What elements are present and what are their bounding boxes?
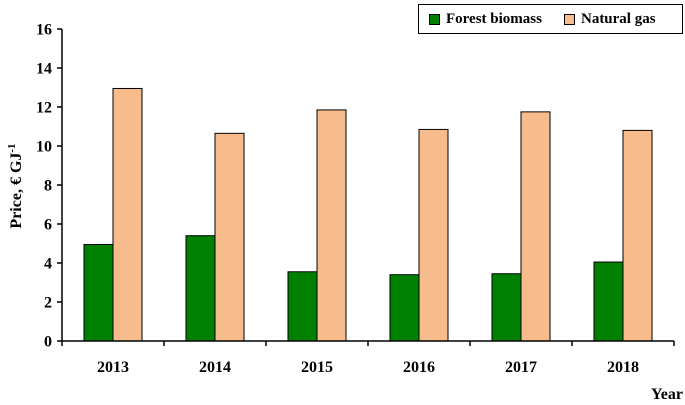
legend-item-natural-gas: Natural gas: [563, 10, 656, 28]
legend-label-natural-gas: Natural gas: [580, 10, 656, 27]
y-axis-title: Price, € GJ-1: [6, 143, 25, 228]
bar-natural-gas-2014: [214, 132, 245, 342]
y-tick-label: 8: [44, 178, 52, 195]
bar-forest-biomass-2017: [491, 273, 522, 342]
x-tick-label: 2014: [199, 359, 231, 376]
y-ticks-group: 0 2 4 6 8 10 12 14 16: [36, 22, 62, 351]
bar-forest-biomass-2018: [593, 261, 624, 342]
x-axis-title: Year: [651, 386, 683, 403]
bar-natural-gas-2016: [418, 128, 449, 342]
x-tick-label: 2015: [301, 359, 333, 376]
bar-forest-biomass-2013: [83, 243, 114, 342]
legend: Forest biomass Natural gas: [418, 4, 683, 34]
legend-swatch-natural-gas: [563, 13, 575, 25]
legend-swatch-forest-biomass: [429, 13, 440, 25]
bars-group: [83, 87, 653, 342]
x-tick-label: 2018: [607, 359, 639, 376]
bar-forest-biomass-2015: [287, 271, 318, 342]
y-tick-label: 12: [36, 100, 52, 117]
bar-natural-gas-2017: [520, 111, 551, 342]
bar-natural-gas-2015: [316, 109, 347, 342]
legend-label-forest-biomass: Forest biomass: [446, 10, 542, 27]
y-tick-label: 4: [44, 256, 52, 273]
bar-natural-gas-2018: [622, 129, 653, 342]
x-ticks-group: 2013 2014 2015 2016 2017 2018: [61, 341, 675, 376]
bar-forest-biomass-2014: [185, 235, 216, 342]
y-tick-label: 2: [44, 295, 52, 312]
y-tick-label: 10: [36, 139, 52, 156]
bar-natural-gas-2013: [112, 87, 143, 342]
y-tick-label: 14: [36, 61, 52, 78]
x-tick-label: 2016: [403, 359, 435, 376]
y-tick-label: 16: [36, 22, 52, 39]
y-tick-label: 6: [44, 217, 52, 234]
x-tick-label: 2013: [97, 359, 129, 376]
legend-item-forest-biomass: Forest biomass: [429, 11, 542, 28]
y-tick-label: 0: [44, 334, 52, 351]
x-tick-label: 2017: [505, 359, 537, 376]
bar-forest-biomass-2016: [389, 274, 420, 342]
